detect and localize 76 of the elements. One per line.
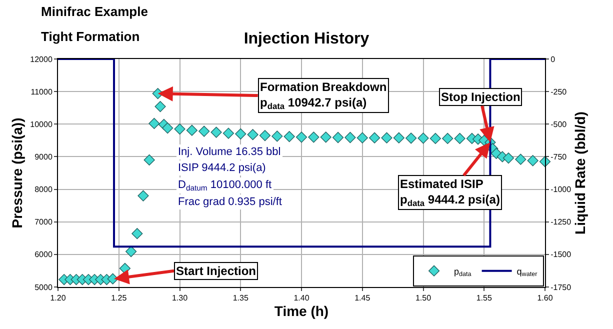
y2-axis-title: Liquid Rate (bbl/d) (572, 112, 588, 234)
x-tick-label: 1.60 (537, 294, 554, 303)
y2-tick-label: -1000 (550, 185, 572, 194)
point (272, 130, 283, 142)
point (284, 130, 295, 142)
point (247, 129, 258, 140)
annotation: Stop Injection (441, 90, 520, 104)
y-tick-label: 8000 (34, 185, 53, 194)
point (344, 132, 356, 144)
point (222, 128, 234, 139)
point (320, 132, 332, 143)
legend-label: q$_{water}$ (516, 266, 538, 278)
y2-tick-label: -1250 (550, 218, 572, 227)
point (502, 152, 514, 164)
point (332, 132, 344, 144)
point (198, 126, 210, 137)
y-tick-label: 9000 (34, 152, 53, 162)
x-tick-label: 1.55 (476, 294, 492, 303)
y2-tick-label: -750 (550, 152, 568, 162)
point (539, 156, 551, 168)
point (259, 130, 271, 142)
chart-subtitle: Minifrac Example Tight Formation (41, 4, 148, 44)
point (430, 132, 441, 144)
point (138, 190, 149, 202)
annotation: Frac grad 0.935 psi/ft (178, 196, 282, 208)
point (144, 154, 155, 166)
point (210, 126, 222, 138)
annotation: Start Injection (176, 264, 256, 278)
x-tick-label: 1.35 (232, 294, 249, 303)
point (148, 118, 160, 130)
x-tick-label: 1.25 (111, 294, 128, 303)
y-tick-label: 6000 (34, 250, 53, 260)
point (393, 132, 404, 144)
point (381, 132, 392, 144)
point (132, 228, 143, 240)
annotation: Estimated ISIP p$_{data}$ 9444.2 psi(a) (400, 177, 500, 208)
point (418, 132, 429, 144)
y-tick-label: 5000 (34, 282, 53, 292)
point (154, 101, 166, 112)
point (308, 132, 320, 143)
y2-tick-label: -1750 (550, 282, 572, 292)
point (454, 132, 466, 144)
point (527, 155, 538, 166)
x-tick-label: 1.40 (294, 294, 310, 303)
point (296, 132, 308, 143)
point (356, 132, 368, 144)
y2-tick-label: -250 (550, 87, 568, 96)
y-tick-label: 7000 (34, 218, 53, 227)
y2-tick-label: -1500 (550, 250, 572, 260)
x-tick-label: 1.20 (50, 294, 66, 303)
point (235, 128, 246, 140)
point (515, 154, 526, 165)
annotation: ISIP 9444.2 psi(a) (178, 162, 266, 174)
chart-title: Injection History (244, 30, 370, 48)
x-tick-label: 1.45 (354, 294, 371, 303)
point (186, 124, 198, 136)
annotation: Inj. Volume 16.35 bbl (178, 146, 281, 158)
y2-tick-label: 0 (550, 54, 556, 64)
point (126, 246, 137, 258)
x-axis-title: Time (h) (274, 302, 329, 319)
y-tick-label: 11000 (30, 87, 53, 96)
point (369, 132, 380, 144)
annotation: D$_{datum}$ 10100.000 ft (178, 179, 272, 192)
y2-tick-label: -500 (550, 120, 568, 129)
x-tick-label: 1.50 (415, 294, 432, 303)
y-tick-label: 12000 (30, 54, 53, 64)
point (162, 122, 174, 134)
x-tick-label: 1.30 (172, 294, 188, 303)
y-tick-label: 10000 (30, 120, 53, 129)
legend-label: p$_{data}$ (454, 266, 472, 278)
point (406, 132, 417, 144)
point (174, 123, 186, 135)
point (107, 273, 118, 284)
annotation: Formation Breakdown p$_{data}$ 10942.7 psi(a) (260, 80, 387, 112)
point (442, 132, 454, 144)
y-axis-title: Pressure (psi(a)) (8, 118, 25, 228)
